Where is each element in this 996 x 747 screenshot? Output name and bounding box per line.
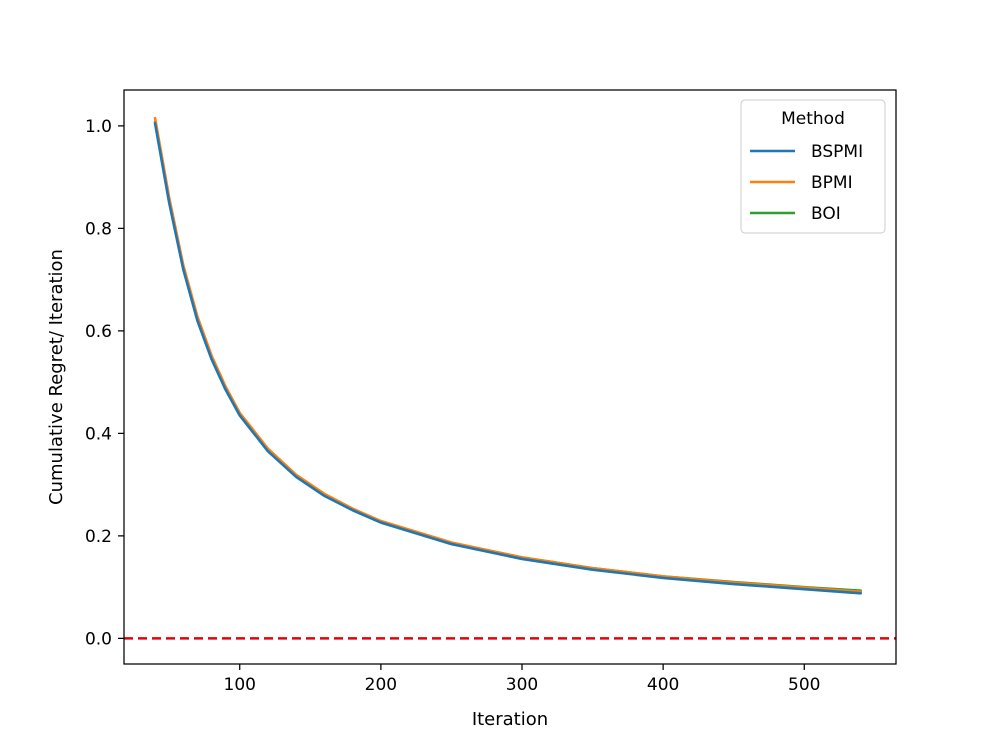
x-tick-label: 100 — [224, 675, 256, 695]
legend-box — [740, 99, 886, 234]
y-tick-label: 0.2 — [85, 527, 112, 547]
legend-label-bspmi: BSPMI — [811, 142, 863, 162]
y-tick-label: 0.8 — [85, 219, 112, 239]
x-tick-label: 300 — [506, 675, 538, 695]
legend-label-bpmi: BPMI — [811, 173, 853, 193]
x-axis: 100 200 300 400 500 — [224, 664, 820, 695]
y-axis: 0.0 0.2 0.4 0.6 0.8 1.0 — [85, 117, 124, 649]
plot-area — [124, 116, 896, 640]
x-tick-label: 200 — [365, 675, 397, 695]
y-tick-label: 0.4 — [85, 424, 112, 444]
legend: Method BSPMI BPMI BOI — [740, 99, 886, 234]
series-line-bspmi — [153, 122, 863, 595]
x-tick-label: 500 — [788, 675, 820, 695]
x-tick-label: 400 — [647, 675, 679, 695]
x-axis-title: Iteration — [472, 709, 548, 730]
y-axis-title: Cumulative Regret/ Iteration — [46, 249, 67, 505]
plot-frame — [123, 89, 897, 665]
legend-title: Method — [781, 109, 845, 129]
y-tick-label: 0.6 — [85, 322, 112, 342]
y-tick-label: 0.0 — [85, 629, 112, 649]
y-tick-label: 1.0 — [85, 117, 112, 137]
legend-label-boi: BOI — [811, 204, 841, 224]
